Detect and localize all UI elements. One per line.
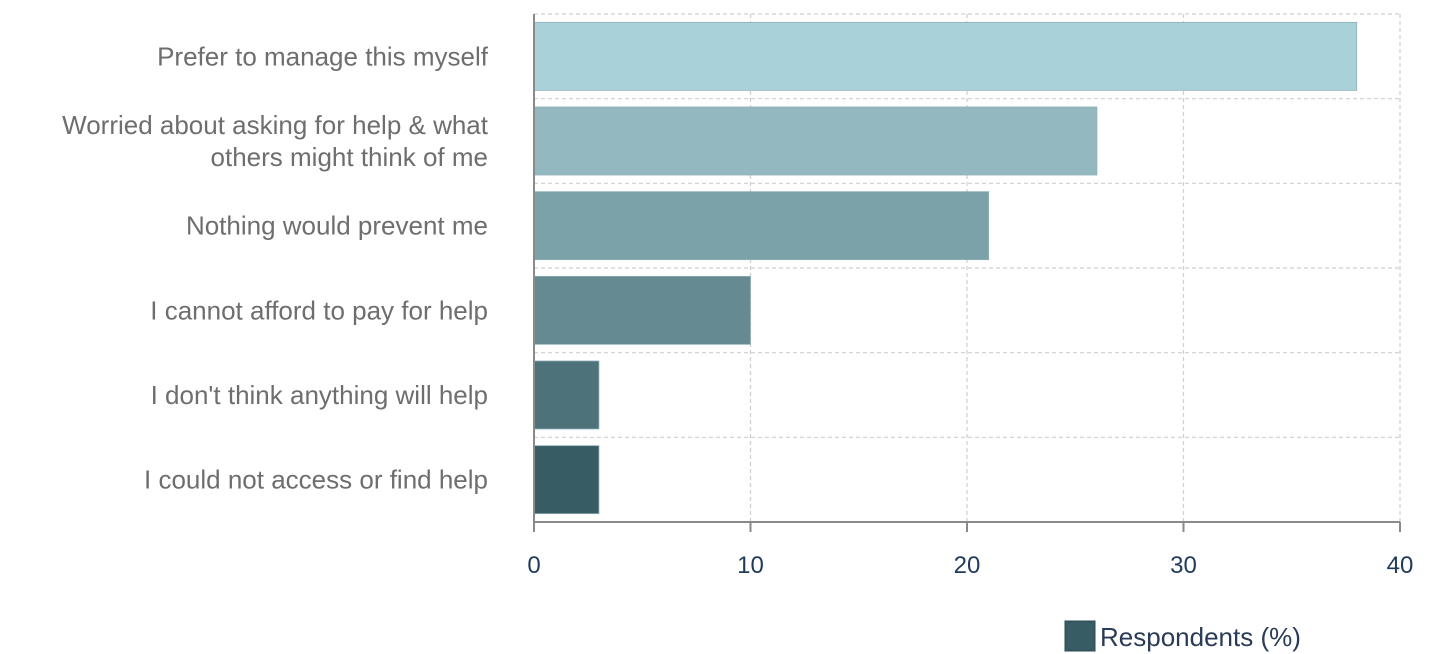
category-label: Worried about asking for help & what (62, 110, 489, 140)
legend: Respondents (%) (1064, 620, 1301, 652)
category-label: I could not access or find help (144, 465, 488, 495)
x-tick-label: 10 (737, 552, 764, 579)
bar (533, 360, 600, 430)
axes (533, 14, 1401, 532)
x-tick-label: 0 (527, 552, 540, 579)
x-tick-label: 30 (1170, 552, 1197, 579)
category-label: I cannot afford to pay for help (150, 295, 488, 325)
category-label: Nothing would prevent me (186, 211, 488, 241)
bar (533, 275, 751, 345)
bar (533, 21, 1358, 91)
x-tick-label: 20 (954, 552, 981, 579)
bar (533, 191, 990, 261)
legend-label: Respondents (%) (1100, 622, 1301, 652)
category-label: Prefer to manage this myself (157, 41, 489, 71)
category-label: others might think of me (211, 142, 488, 172)
legend-swatch (1064, 620, 1096, 652)
bar (533, 445, 600, 515)
bars (533, 21, 1358, 515)
x-tick-labels: 0 10 20 30 40 (527, 552, 1413, 579)
bar (533, 106, 1098, 176)
category-labels: Prefer to manage this myself Worried abou… (62, 41, 489, 494)
category-label: I don't think anything will help (151, 380, 488, 410)
x-tick-label: 40 (1387, 552, 1414, 579)
